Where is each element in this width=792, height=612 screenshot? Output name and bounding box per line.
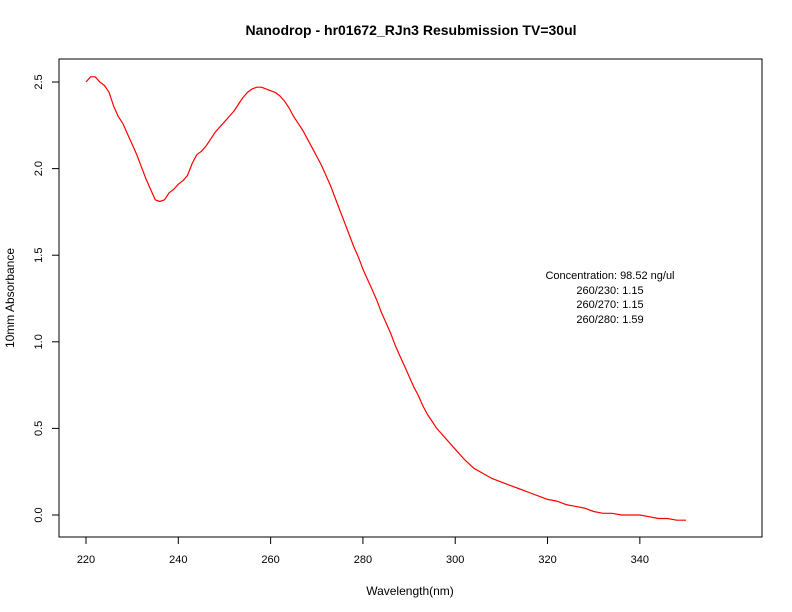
y-axis: 0.0 0.5 1.0 1.5 2.0 2.5	[33, 74, 60, 523]
y-tick-label: 2.0	[33, 161, 45, 176]
x-tick-label: 220	[77, 554, 95, 566]
y-axis-label: 10mm Absorbance	[3, 248, 17, 348]
plot-frame	[58, 58, 763, 538]
y-tick-label: 0.5	[33, 421, 45, 436]
chart-title: Nanodrop - hr01672_RJn3 Resubmission TV=…	[245, 22, 576, 38]
annotation-ratio-260-280: 260/280: 1.59	[576, 314, 643, 326]
x-tick-label: 320	[538, 554, 556, 566]
y-tick-label: 1.5	[33, 248, 45, 263]
x-tick-label: 300	[446, 554, 464, 566]
y-tick-label: 1.0	[33, 334, 45, 349]
series-layer	[85, 76, 686, 521]
annotation-block: Concentration: 98.52 ng/ul 260/230: 1.15…	[545, 270, 674, 326]
x-tick-label: 260	[261, 554, 279, 566]
x-tick-label: 280	[354, 554, 372, 566]
annotation-ratio-260-270: 260/270: 1.15	[576, 299, 643, 311]
absorbance-series-line	[85, 76, 686, 521]
x-axis-label: Wavelength(nm)	[366, 584, 454, 598]
annotation-ratio-260-230: 260/230: 1.15	[576, 285, 643, 297]
x-tick-label: 340	[631, 554, 649, 566]
x-tick-label: 240	[169, 554, 187, 566]
y-tick-label: 2.5	[33, 74, 45, 89]
x-axis: 220 240 260 280 300 320 340	[77, 536, 649, 566]
annotation-concentration: Concentration: 98.52 ng/ul	[545, 270, 674, 282]
y-tick-label: 0.0	[33, 507, 45, 522]
